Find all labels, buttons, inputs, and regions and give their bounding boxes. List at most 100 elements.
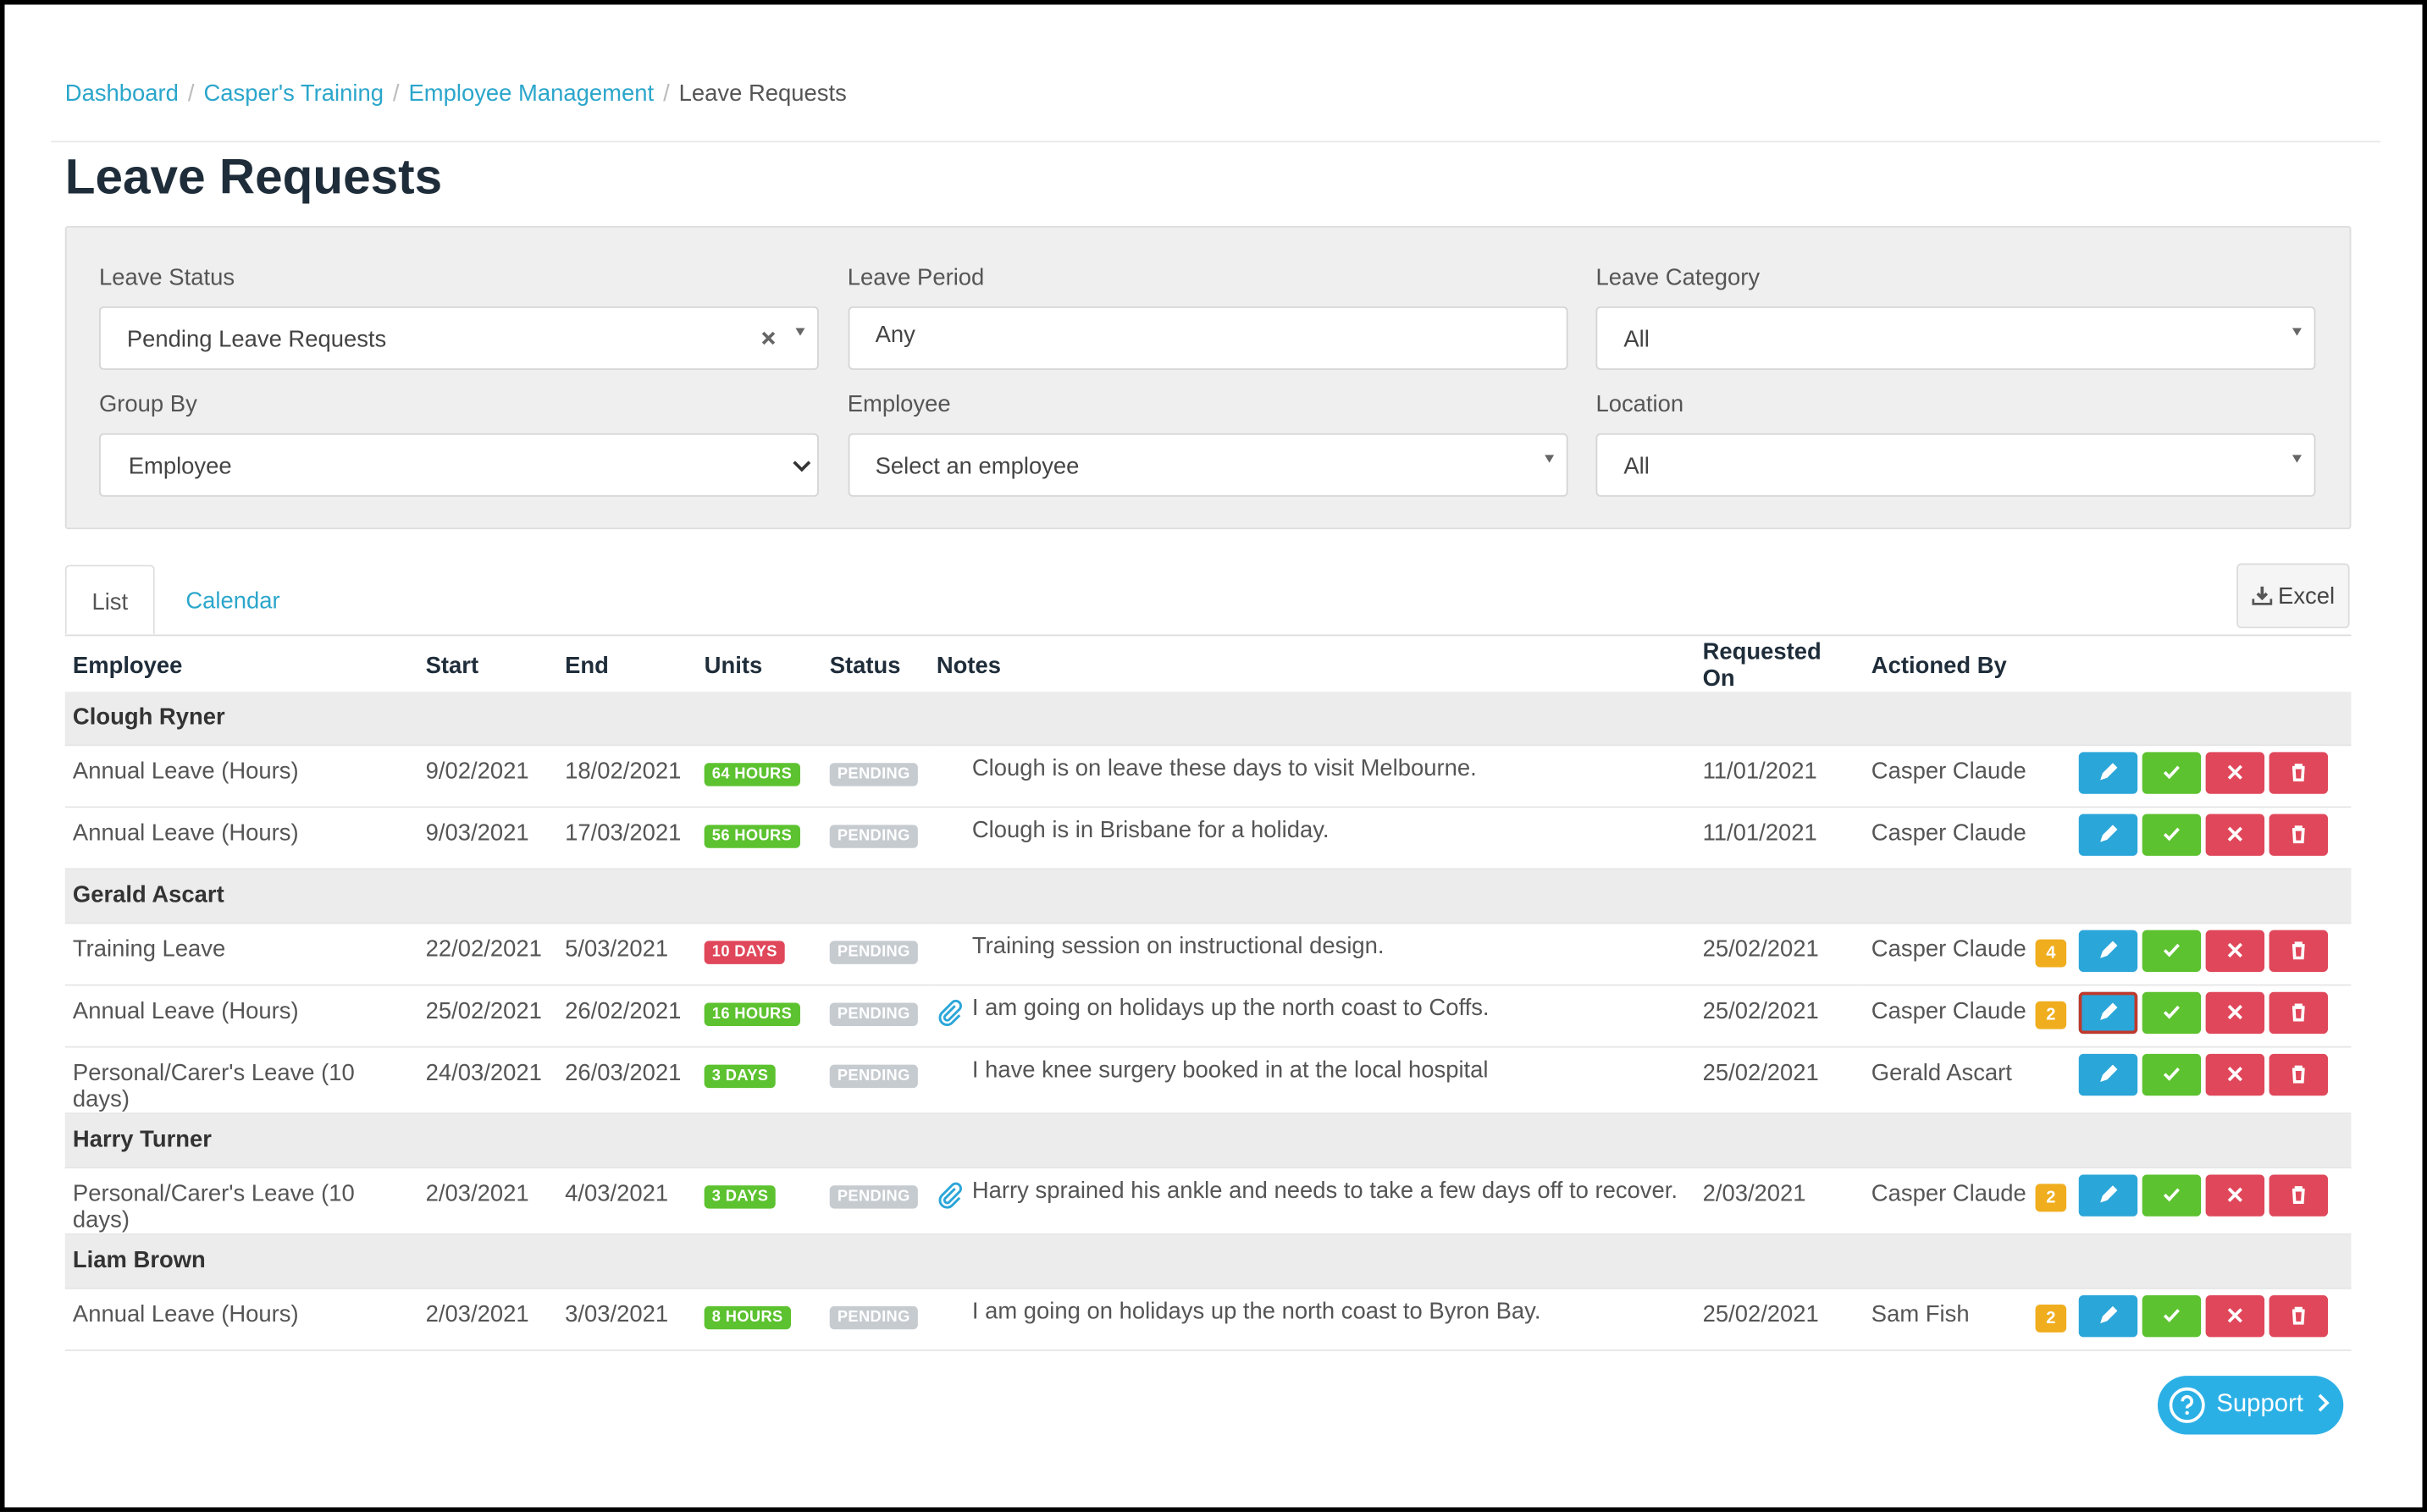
icon-path [2292,1306,2305,1325]
delete-button[interactable] [2269,752,2329,794]
header-row: Employee Start End Units Status Notes Requeste… [65,639,2352,692]
decline-button[interactable] [2205,1174,2265,1217]
icon-path [2100,825,2118,842]
approve-button[interactable] [2142,814,2202,856]
filter-value: Any [875,322,915,349]
button-icon [2227,942,2242,957]
approve-button[interactable] [2142,1053,2202,1096]
cell-units: 10 DAYS [696,923,822,986]
icon-path [2100,941,2118,958]
delete-button[interactable] [2269,930,2329,972]
edit-button[interactable] [2078,1174,2138,1217]
cell-end: 3/03/2021 [557,1288,697,1351]
tab-list[interactable]: List [64,565,155,635]
decline-button[interactable] [2205,752,2265,794]
group-name: Liam Brown [64,1233,2352,1289]
column-header: Status [829,652,901,679]
filter-value: Pending Leave Requests [126,326,387,353]
breadcrumb-link[interactable]: Casper's Training [203,80,384,108]
leave-row: Personal/Carer's Leave (10 days) 2/03/202… [64,1167,2352,1235]
group-name: Gerald Ascart [64,869,2352,924]
approve-button[interactable] [2142,1174,2202,1217]
support-button[interactable]: Support [2157,1376,2344,1435]
column-header: Employee [72,652,183,679]
filter-input[interactable]: All [1595,306,2316,370]
notes-text: Clough is on leave these days to visit M… [971,755,1477,782]
cell-units: 56 HOURS [696,807,822,870]
delete-button[interactable] [2269,1053,2329,1096]
leave-row: Annual Leave (Hours) 9/02/2021 18/02/2021 6… [64,745,2352,808]
edit-button[interactable] [2078,1295,2138,1338]
cell-requested-on: 11/01/2021 [1694,807,1864,870]
approve-button[interactable] [2142,930,2202,972]
cell-start: 9/03/2021 [417,807,558,870]
decline-button[interactable] [2205,930,2265,972]
breadcrumb-link[interactable]: Dashboard [64,80,179,108]
breadcrumb-link[interactable]: Employee Management [408,80,655,108]
tab-calendar[interactable]: Calendar [185,588,280,615]
decline-button[interactable] [2205,814,2265,856]
cell-actions [2035,807,2352,870]
units-badge: 10 DAYS [704,941,786,964]
decline-button[interactable] [2205,1295,2265,1338]
delete-button[interactable] [2269,814,2329,856]
decline-button[interactable] [2205,1053,2265,1096]
export-button[interactable]: Excel [2236,563,2350,629]
cell-status: PENDING [821,985,929,1048]
button-icon [2292,941,2305,960]
leave-row: Training Leave 22/02/2021 5/03/2021 10 DAYS… [64,923,2352,986]
cell-requested-on: 25/02/2021 [1694,1046,1864,1115]
leave-row: Annual Leave (Hours) 2/03/2021 3/03/2021 8 … [64,1288,2352,1351]
delete-button[interactable] [2269,1295,2329,1338]
status-badge: PENDING [829,941,918,964]
clear-icon[interactable] [761,331,776,345]
edit-button[interactable] [2078,752,2138,794]
arrow-path [793,461,811,472]
breadcrumb: Dashboard / Casper's Training / Employee Man… [65,80,847,107]
filter-label: Location [1595,391,1684,418]
filter-input[interactable]: Any [847,306,1567,370]
filter-input[interactable]: Employee [98,433,819,497]
notes-text: I am going on holidays up the north coas… [971,995,1490,1022]
edit-button[interactable] [2078,991,2138,1035]
edit-button[interactable] [2078,814,2138,856]
cell-units: 64 HOURS [696,745,822,808]
decline-button[interactable] [2205,991,2265,1035]
cell-actioned-by: Gerald Ascart [1863,1046,2036,1115]
attachment-icon[interactable] [937,1181,965,1209]
icon-path [2163,1067,2180,1081]
edit-button[interactable] [2078,930,2138,972]
approve-button[interactable] [2142,1295,2202,1338]
cell-actions: 2 [2035,1167,2352,1235]
button-icon [2292,1186,2305,1205]
cell-end: 18/02/2021 [557,745,697,808]
approve-button[interactable] [2142,752,2202,794]
leave-row: Annual Leave (Hours) 9/03/2021 17/03/2021 5… [64,807,2352,870]
icon-path [2227,764,2242,780]
cell-start: 2/03/2021 [417,1167,558,1235]
cell-actioned-by: Casper Claude [1863,1167,2036,1235]
leave-row: Annual Leave (Hours) 25/02/2021 26/02/2021… [64,985,2352,1048]
group-name: Harry Turner [64,1113,2352,1169]
icon-path [2227,1308,2242,1323]
icon-path [2163,1188,2180,1202]
edit-button[interactable] [2078,1053,2138,1096]
button-icon [2292,1003,2305,1022]
filter-input[interactable]: All [1595,433,2316,497]
icon-path [2227,826,2242,842]
filter-input[interactable]: Select an employee [847,433,1567,497]
approve-button[interactable] [2142,991,2202,1035]
filter-input[interactable]: Pending Leave Requests [98,306,819,370]
delete-button[interactable] [2269,991,2329,1035]
attachment-icon[interactable] [937,998,965,1026]
cell-type: Annual Leave (Hours) [64,985,418,1048]
delete-button[interactable] [2269,1174,2329,1217]
status-badge: PENDING [829,1305,918,1330]
icon-path [2292,941,2305,960]
cell-end: 4/03/2021 [557,1167,697,1235]
status-badge: PENDING [829,763,918,786]
chevron [2318,1393,2330,1412]
filter-label: Leave Period [847,264,985,291]
cell-requested-on: 11/01/2021 [1694,745,1864,808]
filter-value: Employee [128,453,232,480]
